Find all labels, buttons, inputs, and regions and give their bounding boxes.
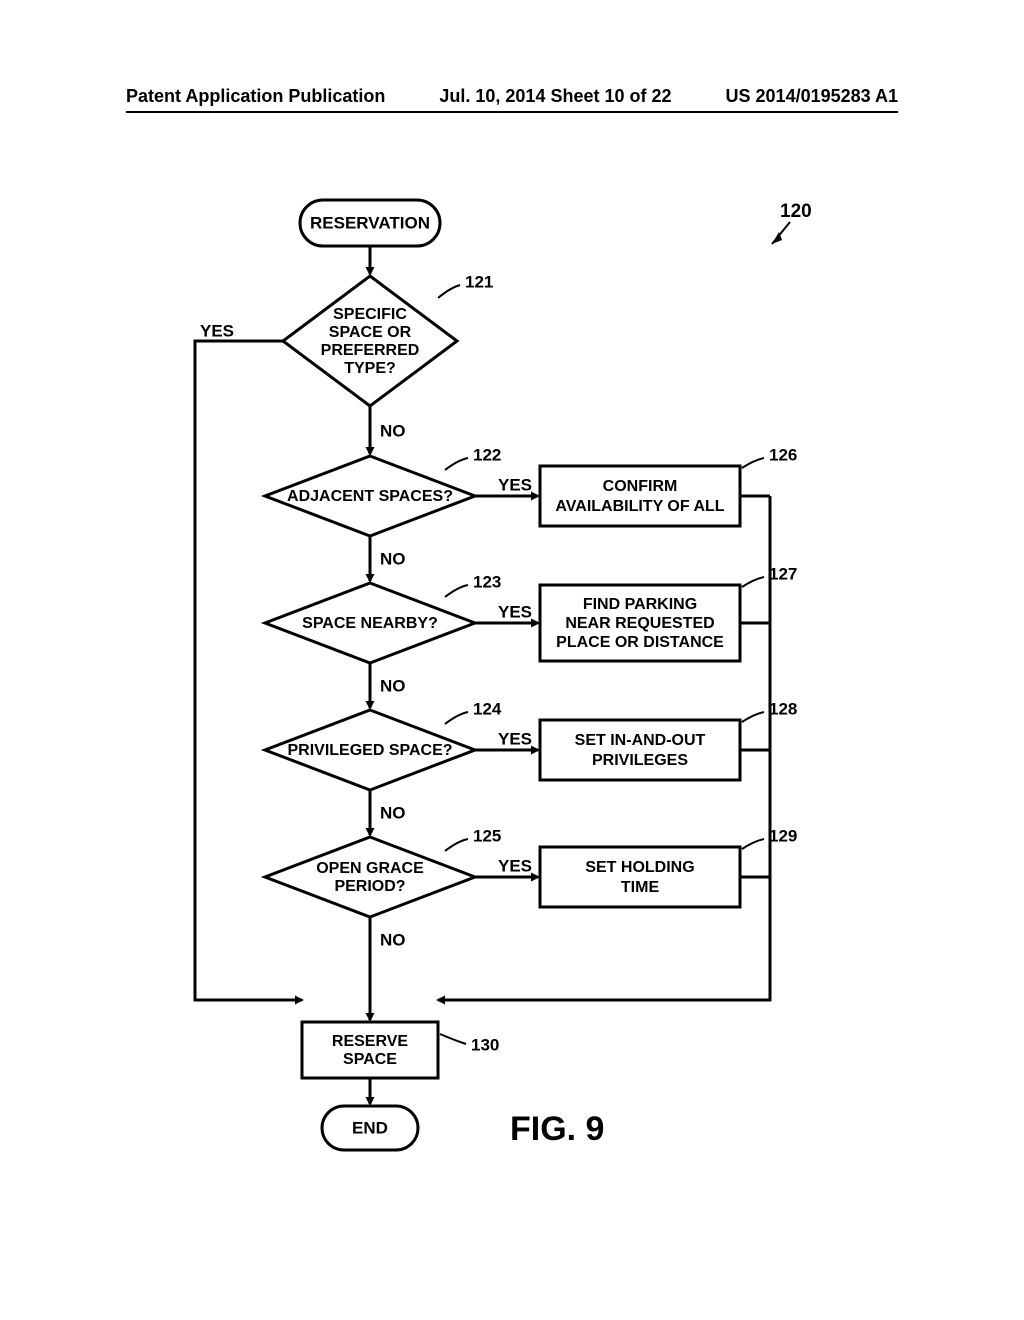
no-121: NO <box>380 421 406 440</box>
svg-text:PREFERRED: PREFERRED <box>321 342 420 359</box>
svg-text:SET IN-AND-OUT: SET IN-AND-OUT <box>575 732 706 749</box>
yes-123: YES <box>498 602 532 621</box>
leader-126 <box>742 458 764 468</box>
figure-caption: FIG. 9 <box>510 1110 604 1148</box>
no-124: NO <box>380 803 406 822</box>
end-node: END <box>322 1106 418 1150</box>
svg-text:CONFIRM: CONFIRM <box>603 478 678 495</box>
process-129: SET HOLDING TIME <box>540 847 740 907</box>
svg-text:FIND PARKING: FIND PARKING <box>583 596 697 613</box>
decision-123: SPACE NEARBY? <box>265 583 475 663</box>
svg-text:RESERVE: RESERVE <box>332 1033 409 1050</box>
leader-123 <box>445 585 468 597</box>
no-123: NO <box>380 676 406 695</box>
flow-ref-120: 120 <box>772 201 812 244</box>
ref-121: 121 <box>465 272 493 291</box>
edge-d121-yes <box>195 341 302 1000</box>
ref-130: 130 <box>471 1035 499 1054</box>
no-122: NO <box>380 549 406 568</box>
decision-125: OPEN GRACE PERIOD? <box>265 837 475 917</box>
ref-129: 129 <box>769 826 797 845</box>
svg-text:SPACE OR: SPACE OR <box>329 324 412 341</box>
svg-text:PERIOD?: PERIOD? <box>334 878 405 895</box>
start-label: RESERVATION <box>310 213 430 232</box>
start-node: RESERVATION <box>300 200 440 246</box>
ref-125: 125 <box>473 826 501 845</box>
process-130: RESERVE SPACE <box>302 1022 438 1078</box>
process-128: SET IN-AND-OUT PRIVILEGES <box>540 720 740 780</box>
process-127: FIND PARKING NEAR REQUESTED PLACE OR DIS… <box>540 585 740 661</box>
leader-122 <box>445 458 468 470</box>
svg-text:PRIVILEGES: PRIVILEGES <box>592 752 688 769</box>
leader-125 <box>445 839 468 851</box>
svg-text:TYPE?: TYPE? <box>344 360 396 377</box>
yes-124: YES <box>498 729 532 748</box>
leader-128 <box>742 712 764 722</box>
svg-text:PRIVILEGED SPACE?: PRIVILEGED SPACE? <box>287 742 452 759</box>
end-label: END <box>352 1118 388 1137</box>
decision-122: ADJACENT SPACES? <box>265 456 475 536</box>
leader-129 <box>742 839 764 849</box>
ref-124: 124 <box>473 699 502 718</box>
leader-130 <box>440 1034 466 1044</box>
leader-127 <box>742 577 764 587</box>
svg-text:AVAILABILITY OF ALL: AVAILABILITY OF ALL <box>555 498 724 515</box>
leader-124 <box>445 712 468 724</box>
decision-124: PRIVILEGED SPACE? <box>265 710 475 790</box>
ref-122: 122 <box>473 445 501 464</box>
svg-text:NEAR REQUESTED: NEAR REQUESTED <box>565 615 714 632</box>
svg-text:120: 120 <box>780 201 812 222</box>
svg-text:SPACE: SPACE <box>343 1051 397 1068</box>
ref-123: 123 <box>473 572 501 591</box>
svg-text:TIME: TIME <box>621 879 660 896</box>
process-126: CONFIRM AVAILABILITY OF ALL <box>540 466 740 526</box>
yes-122: YES <box>498 475 532 494</box>
ref-127: 127 <box>769 564 797 583</box>
svg-text:ADJACENT SPACES?: ADJACENT SPACES? <box>287 488 453 505</box>
decision-121: SPECIFIC SPACE OR PREFERRED TYPE? <box>283 276 457 406</box>
page: Patent Application Publication Jul. 10, … <box>0 0 1024 1320</box>
no-125: NO <box>380 930 406 949</box>
flowchart: RESERVATION SPECIFIC SPACE OR PREFERRED … <box>0 0 1024 1320</box>
ref-128: 128 <box>769 699 797 718</box>
svg-text:SET HOLDING: SET HOLDING <box>585 859 694 876</box>
svg-text:OPEN GRACE: OPEN GRACE <box>316 860 424 877</box>
svg-text:SPACE NEARBY?: SPACE NEARBY? <box>302 615 438 632</box>
yes-121: YES <box>200 321 234 340</box>
leader-121 <box>438 285 460 298</box>
yes-125: YES <box>498 856 532 875</box>
svg-text:PLACE OR DISTANCE: PLACE OR DISTANCE <box>556 634 724 651</box>
svg-text:SPECIFIC: SPECIFIC <box>333 306 407 323</box>
ref-126: 126 <box>769 445 797 464</box>
